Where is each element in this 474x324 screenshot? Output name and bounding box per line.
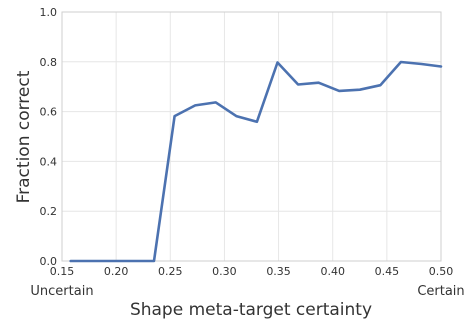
x-axis-title: Shape meta-target certainty — [130, 300, 372, 320]
plot-frame — [61, 11, 442, 262]
x-end-label-left: Uncertain — [30, 284, 93, 299]
series-group — [69, 60, 443, 263]
y-tick-label: 1.0 — [40, 6, 58, 19]
x-tick-label: 0.15 — [50, 265, 75, 278]
y-axis-ticks: 0.0 0.2 0.4 0.6 0.8 1.0 — [40, 6, 58, 268]
x-tick-label: 0.20 — [104, 265, 129, 278]
y-tick-label: 0.8 — [40, 56, 58, 69]
x-tick-label: 0.30 — [212, 265, 237, 278]
x-tick-label: 0.50 — [429, 265, 454, 278]
x-tick-label: 0.45 — [375, 265, 400, 278]
y-tick-label: 0.2 — [40, 205, 58, 218]
x-tick-label: 0.40 — [320, 265, 345, 278]
series-line-0 — [69, 60, 443, 263]
x-tick-label: 0.35 — [266, 265, 291, 278]
y-tick-label: 0.6 — [40, 106, 58, 119]
y-axis-title: Fraction correct — [14, 70, 34, 203]
gridlines — [61, 11, 442, 262]
x-axis-ticks: 0.15 0.20 0.25 0.30 0.35 0.40 0.45 0.50 — [50, 265, 454, 278]
y-tick-label: 0.4 — [40, 155, 58, 168]
x-tick-label: 0.25 — [158, 265, 183, 278]
x-end-label-right: Certain — [417, 284, 464, 299]
y-tick-label: 0.0 — [40, 255, 58, 268]
